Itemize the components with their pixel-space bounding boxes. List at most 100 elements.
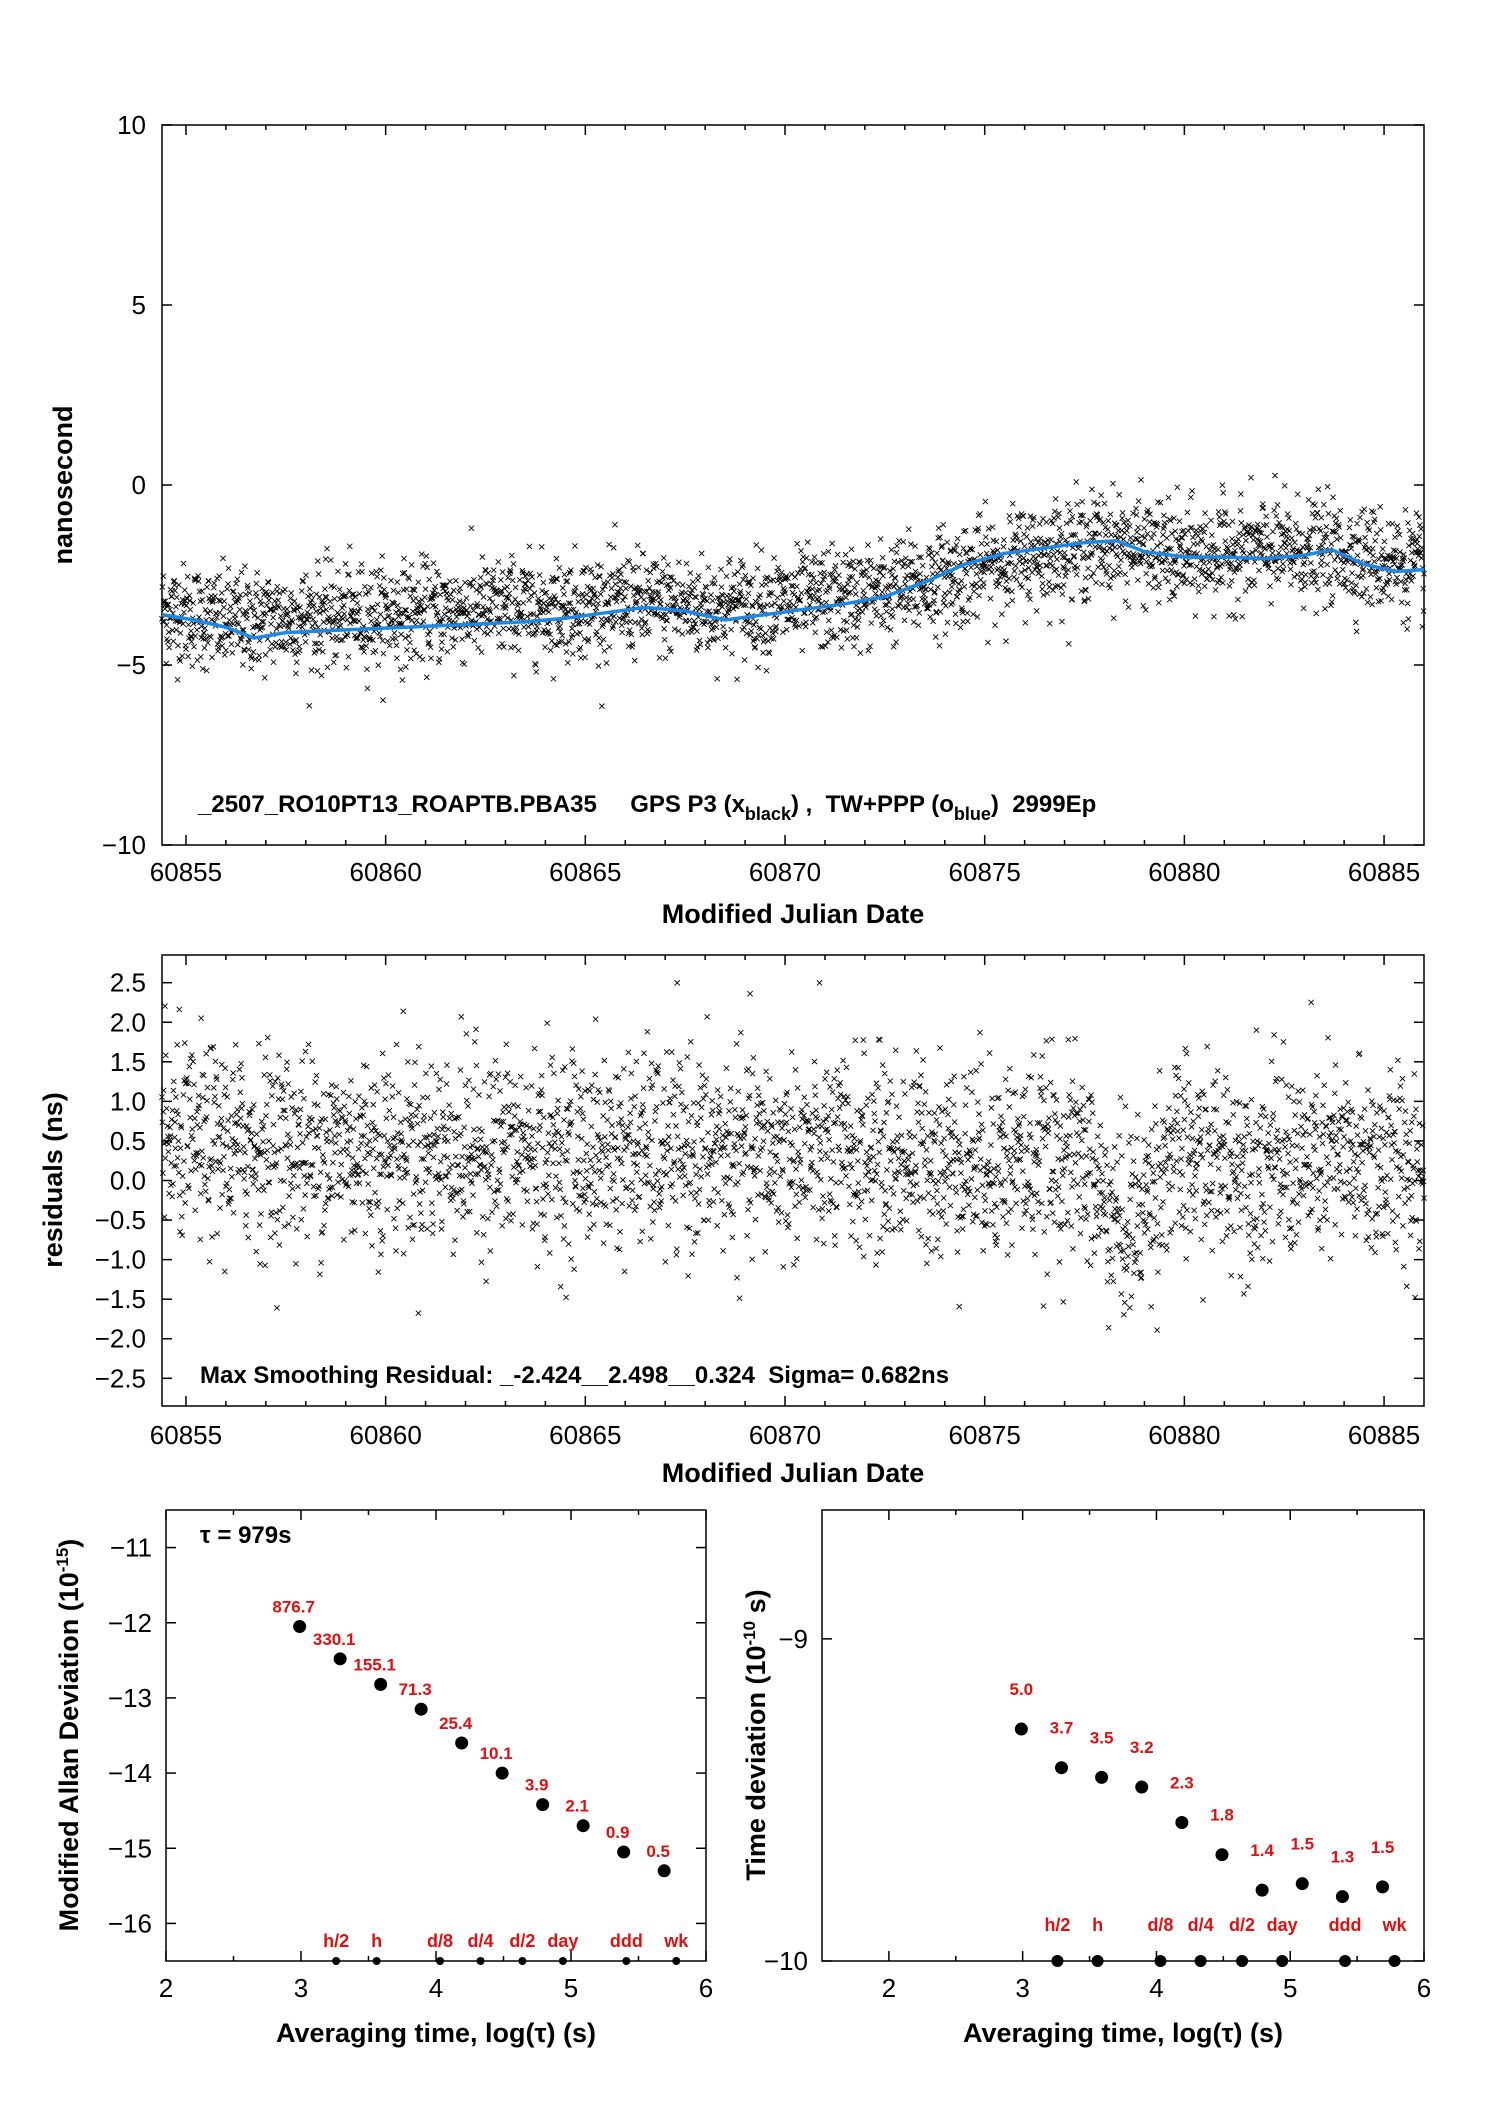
data-point (640, 550, 647, 557)
data-point (458, 1013, 465, 1020)
data-point (443, 1081, 450, 1087)
data-point (683, 560, 690, 567)
data-point (421, 1112, 428, 1119)
data-point (554, 1105, 561, 1112)
data-point (162, 1003, 168, 1010)
data-point (258, 601, 265, 608)
data-point (383, 1080, 389, 1087)
data-point (540, 579, 547, 586)
data-point (356, 1093, 362, 1100)
data-point (496, 1169, 503, 1176)
data-point (536, 1127, 543, 1134)
data-point (796, 1124, 803, 1131)
data-point (345, 571, 352, 578)
data-point (1043, 519, 1050, 526)
data-point (761, 1107, 767, 1114)
data-point (749, 1256, 756, 1263)
data-point (742, 1123, 749, 1130)
data-point (423, 553, 430, 560)
data-point (399, 1200, 406, 1207)
data-point (191, 1157, 198, 1164)
data-point (923, 586, 929, 593)
data-point (188, 1167, 194, 1174)
data-point (1125, 604, 1132, 611)
data-point (419, 1187, 426, 1194)
data-point (1228, 577, 1235, 584)
data-point (900, 1187, 907, 1194)
data-point (644, 1153, 650, 1159)
data-point (169, 1193, 176, 1200)
data-point (944, 1173, 950, 1180)
data-point (377, 1251, 384, 1258)
data-point (698, 604, 705, 611)
data-point (948, 583, 955, 590)
data-point (661, 625, 668, 632)
data-point (472, 1137, 479, 1143)
data-point (610, 544, 617, 551)
data-point (452, 1135, 459, 1142)
data-point (312, 1079, 319, 1086)
data-point (1275, 565, 1281, 572)
data-point (202, 1181, 208, 1188)
data-point (755, 1152, 762, 1159)
data-point (1326, 580, 1333, 587)
data-point (576, 1208, 583, 1214)
data-point (427, 1115, 434, 1122)
data-point (819, 1215, 825, 1222)
data-point (551, 1139, 558, 1146)
data-point (480, 603, 487, 610)
data-point (266, 1071, 273, 1078)
data-point (250, 1101, 257, 1108)
data-point (244, 585, 251, 591)
data-point (931, 1110, 938, 1117)
data-point (863, 1102, 870, 1109)
data-point (705, 564, 712, 571)
data-point (984, 639, 991, 646)
data-point (1312, 514, 1319, 521)
data-point (451, 1128, 458, 1135)
data-point (726, 556, 733, 562)
data-point (297, 1088, 304, 1095)
data-point (490, 567, 497, 574)
data-point (434, 1125, 441, 1132)
data-point (889, 613, 896, 620)
data-point (718, 1197, 725, 1204)
data-point (695, 1100, 702, 1107)
data-point (300, 1095, 307, 1102)
data-point (234, 1106, 241, 1113)
data-point (1268, 600, 1275, 607)
data-point (318, 640, 325, 647)
data-point (287, 635, 294, 641)
data-point (810, 1204, 817, 1211)
data-point (798, 547, 804, 554)
data-point (343, 1146, 350, 1153)
data-point (441, 1133, 448, 1140)
data-point (253, 580, 260, 587)
data-point (241, 1175, 248, 1182)
data-point (346, 543, 353, 550)
data-point (225, 565, 232, 572)
data-point (563, 649, 570, 655)
data-point (1309, 510, 1316, 517)
data-point (269, 589, 276, 596)
data-point (1119, 509, 1126, 516)
data-point (654, 1178, 661, 1184)
data-point (519, 567, 526, 574)
data-point (893, 639, 900, 646)
data-point (241, 1169, 248, 1176)
data-point (663, 1049, 670, 1055)
data-point (220, 555, 226, 562)
data-point (276, 1242, 283, 1248)
data-point (601, 1133, 608, 1140)
data-point (174, 1041, 181, 1048)
data-point (593, 1201, 600, 1208)
data-point (163, 1105, 170, 1112)
data-point (1171, 515, 1177, 522)
data-point (303, 572, 309, 579)
data-point (526, 543, 533, 550)
data-point (580, 1157, 587, 1164)
data-point (528, 1083, 535, 1089)
data-point (361, 648, 367, 655)
data-point (204, 584, 210, 590)
data-point (857, 605, 863, 612)
